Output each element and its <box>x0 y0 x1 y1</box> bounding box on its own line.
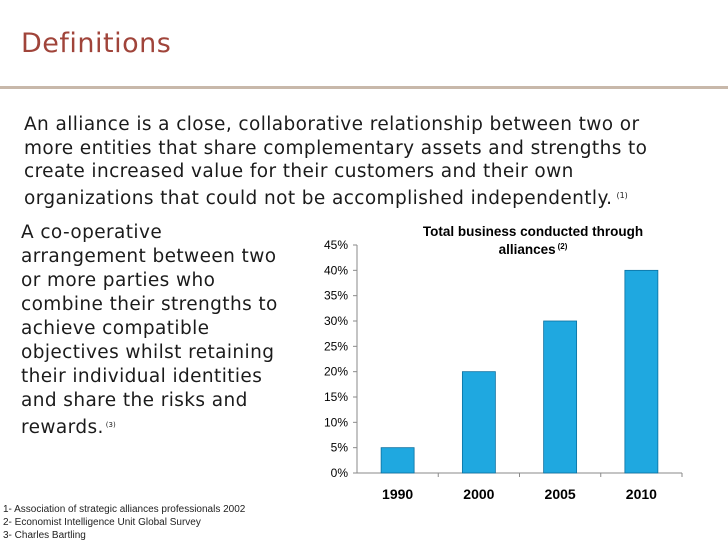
y-tick-label: 15% <box>324 390 348 404</box>
definition-cooperative-text: A co-operative arrangement between two o… <box>21 222 278 438</box>
x-tick-label-1990: 1990 <box>382 486 413 502</box>
chart-title-text: Total business conducted through allianc… <box>422 224 644 257</box>
definition-cooperative-ref: (3) <box>105 421 116 429</box>
y-tick-label: 5% <box>331 441 349 455</box>
y-tick-label: 45% <box>324 238 348 252</box>
chart-title: Total business conducted through allianc… <box>393 224 673 257</box>
y-tick-label: 20% <box>324 365 348 379</box>
y-tick-label: 0% <box>331 466 349 480</box>
definition-alliance-text: An alliance is a close, collaborative re… <box>24 114 648 209</box>
title-divider <box>0 86 728 89</box>
y-tick-label: 10% <box>324 415 348 429</box>
definition-cooperative: A co-operative arrangement between two o… <box>21 221 283 440</box>
bar-2005 <box>543 320 578 474</box>
y-tick-label: 25% <box>324 339 348 353</box>
bar-2000 <box>461 371 496 474</box>
x-tick-label-2010: 2010 <box>626 486 657 502</box>
y-tick-label: 35% <box>324 289 348 303</box>
x-tick-label-2000: 2000 <box>463 486 494 502</box>
chart-title-ref: (2) <box>557 242 568 251</box>
definition-alliance-ref: (1) <box>616 190 628 200</box>
x-tick-label-2005: 2005 <box>545 486 576 502</box>
footnote-3: 3- Charles Bartling <box>3 530 86 541</box>
footnote-2: 2- Economist Intelligence Unit Global Su… <box>3 517 201 528</box>
y-tick-label: 30% <box>324 314 348 328</box>
footnote-1: 1- Association of strategic alliances pr… <box>3 504 246 515</box>
bar-1990 <box>380 447 415 474</box>
definition-alliance: An alliance is a close, collaborative re… <box>24 113 684 210</box>
y-tick-label: 40% <box>324 263 348 277</box>
slide-title: Definitions <box>21 28 172 59</box>
bar-2010 <box>624 269 659 474</box>
footnotes: 1- Association of strategic alliances pr… <box>3 503 245 542</box>
